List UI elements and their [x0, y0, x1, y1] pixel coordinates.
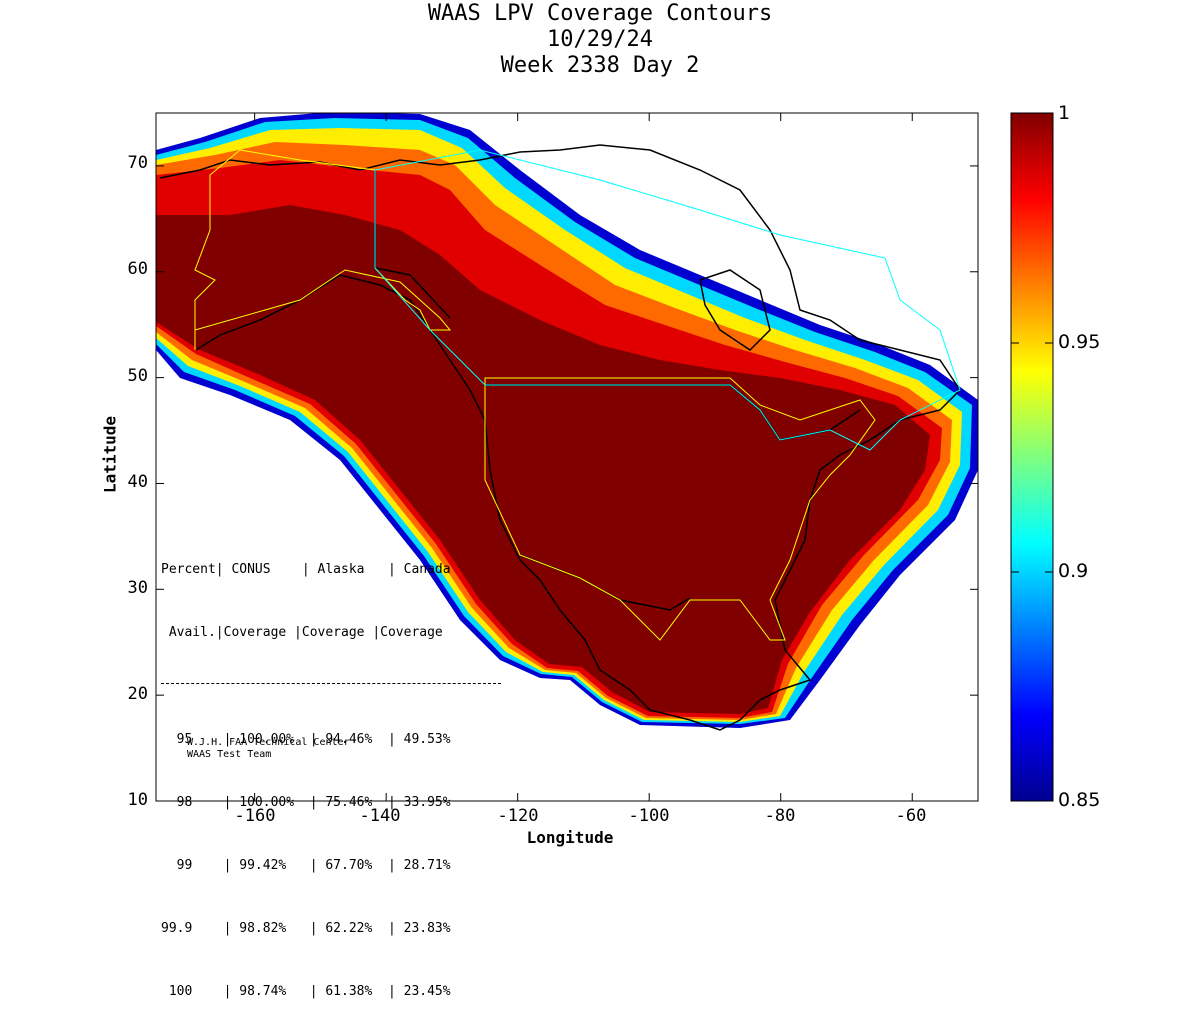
stats-separator [161, 683, 501, 685]
x-tick-label: -140 [359, 806, 401, 826]
colorbar-ticks [1011, 342, 1053, 573]
plot-frame [155, 112, 979, 802]
stats-row: 99 | 99.42% | 67.70% | 28.71% [161, 858, 451, 873]
conus-region-outline [484, 377, 876, 641]
stats-header: Avail.|Coverage |Coverage |Coverage [161, 625, 443, 640]
x-tick-label: -60 [895, 806, 927, 826]
region-boundaries [194, 149, 961, 641]
stats-header: Percent| CONUS | Alaska | Canada [161, 562, 451, 577]
y-tick-label: 30 [127, 578, 148, 598]
coverage-band-100 [156, 205, 930, 714]
y-tick-label: 20 [127, 684, 148, 704]
coverage-map [155, 112, 1054, 802]
credit-block: W.J.H. FAA Technical Center WAAS Test Te… [187, 737, 350, 761]
plot-date: 10/29/24 [547, 27, 653, 52]
credit-line: W.J.H. FAA Technical Center [187, 737, 350, 748]
x-tick-label: -80 [764, 806, 796, 826]
north-america-coast [159, 144, 961, 731]
stats-row: 100 | 98.74% | 61.38% | 23.45% [161, 984, 451, 999]
colorbar-label: 0.95 [1058, 331, 1101, 353]
x-axis-label: Longitude [526, 828, 614, 847]
x-tick-label: -100 [628, 806, 670, 826]
credit-line: WAAS Test Team [187, 749, 272, 760]
stats-row: 98 | 100.00% | 75.46% | 33.95% [161, 795, 451, 810]
coverage-contours [156, 113, 978, 728]
plot-title: WAAS LPV Coverage Contours [427, 1, 773, 26]
alaska-region-outline [194, 149, 452, 350]
colorbar-label-min: 0.85 [1058, 789, 1101, 811]
y-tick-label: 40 [127, 472, 148, 492]
canada-region-outline [374, 149, 961, 451]
axis-ticks [156, 113, 978, 802]
colorbar-label: 0.9 [1058, 560, 1089, 582]
x-tick-label: -160 [234, 806, 276, 826]
hudson-bay [699, 269, 771, 351]
colorbar-label-max: 1 [1058, 102, 1071, 124]
y-tick-label: 50 [127, 366, 148, 386]
y-tick-label: 70 [127, 153, 148, 173]
x-tick-label: -120 [497, 806, 539, 826]
y-axis-label: Latitude [100, 415, 120, 494]
colorbar [1010, 112, 1054, 802]
y-tick-label: 10 [127, 790, 148, 810]
stats-row: 95 | 100.00% | 94.46% | 49.53% [161, 732, 451, 747]
stats-row: 99.9 | 98.82% | 62.22% | 23.83% [161, 921, 451, 936]
coverage-stats-table: Percent| CONUS | Alaska | Canada Avail.|… [161, 517, 501, 1023]
plot-week-day: Week 2338 Day 2 [500, 53, 700, 78]
y-tick-label: 60 [127, 259, 148, 279]
